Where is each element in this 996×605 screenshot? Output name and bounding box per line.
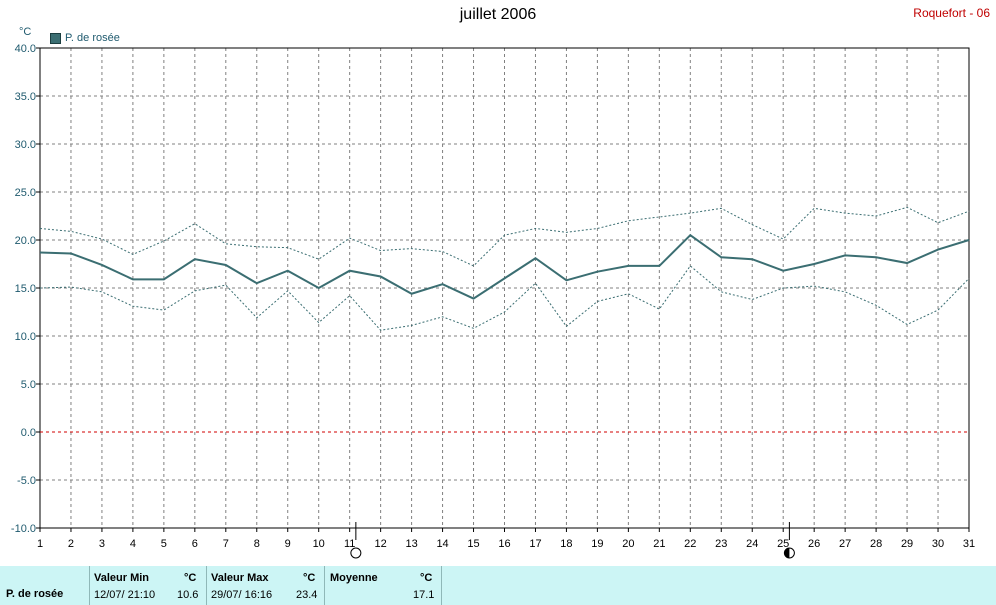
x-tick-label: 17	[529, 538, 541, 550]
stats-panel: P. de rosée Valeur Min °C 12/07/ 21:10 1…	[0, 566, 996, 605]
dewpoint-chart: 1 2 3 4 5 6 7 8 9 10 11 12 13 14 15 16 17 18 19 20 21 22 23 24 2…	[11, 43, 975, 559]
x-tick-label: 30	[932, 538, 944, 550]
x-tick-label: 29	[901, 538, 913, 550]
chart-title: juillet 2006	[459, 6, 537, 23]
min-value: 10.6	[177, 589, 199, 601]
x-tick-label: 13	[405, 538, 417, 550]
x-tick-label: 10	[313, 538, 325, 550]
y-tick-label: 40.0	[15, 43, 36, 55]
stats-mean-cell: Moyenne °C 17.1	[325, 566, 442, 605]
moon-phase-markers	[350, 522, 795, 559]
stats-max-cell: Valeur Max °C 29/07/ 16:16 23.4	[207, 566, 325, 605]
y-tick-label: 15.0	[15, 283, 36, 295]
full-moon-icon	[350, 547, 362, 559]
x-tick-label: 20	[622, 538, 634, 550]
y-tick-label: 20.0	[15, 235, 36, 247]
x-tick-label: 6	[192, 538, 198, 550]
max-unit: °C	[303, 572, 316, 584]
mean-unit: °C	[420, 572, 433, 584]
x-tick-label: 26	[808, 538, 820, 550]
x-tick-label: 23	[715, 538, 727, 550]
max-value: 23.4	[296, 589, 318, 601]
y-tick-label: 35.0	[15, 91, 36, 103]
axes	[36, 47, 970, 532]
y-tick-label: 25.0	[15, 187, 36, 199]
stats-row-label-cell: P. de rosée	[0, 566, 90, 605]
series-line-dewpoint	[39, 233, 970, 300]
min-datetime: 12/07/ 21:10	[94, 589, 156, 601]
stats-min-cell: Valeur Min °C 12/07/ 21:10 10.6	[90, 566, 207, 605]
min-header: Valeur Min	[94, 572, 150, 584]
y-axis-unit: °C	[19, 26, 32, 38]
stats-row-label: P. de rosée	[6, 588, 64, 600]
legend-swatch	[50, 32, 61, 44]
series-lines	[39, 206, 970, 331]
x-tick-label: 15	[467, 538, 479, 550]
y-tick-label: 5.0	[21, 379, 36, 391]
y-tick-labels: 40.0 35.0 30.0 25.0 20.0 15.0 10.0 5.0 0.0 -5.0 -1…	[11, 43, 36, 535]
y-tick-label: -5.0	[17, 475, 36, 487]
x-tick-label: 25	[777, 538, 789, 550]
mean-header: Moyenne	[330, 572, 378, 584]
station-name: Roquefort - 06	[913, 6, 990, 20]
max-datetime: 29/07/ 16:16	[211, 589, 273, 601]
x-tick-label: 18	[560, 538, 572, 550]
x-tick-label: 14	[436, 538, 448, 550]
x-tick-label: 1	[37, 538, 43, 550]
x-tick-label: 4	[130, 538, 136, 550]
y-tick-label: -10.0	[11, 523, 36, 535]
x-tick-label: 24	[746, 538, 758, 550]
legend-label: P. de rosée	[65, 32, 120, 44]
series-line-envelope-1	[39, 206, 970, 267]
x-tick-label: 8	[254, 538, 260, 550]
x-tick-label: 27	[839, 538, 851, 550]
max-header: Valeur Max	[211, 572, 269, 584]
y-tick-label: 30.0	[15, 139, 36, 151]
y-tick-label: 0.0	[21, 427, 36, 439]
moon-shadow	[784, 548, 790, 558]
min-unit: °C	[184, 572, 197, 584]
x-tick-label: 16	[498, 538, 510, 550]
grid-lines	[40, 48, 969, 528]
x-tick-label: 21	[653, 538, 665, 550]
mean-value: 17.1	[413, 589, 435, 601]
x-tick-labels: 1 2 3 4 5 6 7 8 9 10 11 12 13 14 15 16 17 18 19 20 21 22 23 24 2…	[37, 538, 975, 550]
series-line-envelope-2	[39, 265, 970, 331]
x-tick-label: 5	[161, 538, 167, 550]
x-tick-label: 2	[68, 538, 74, 550]
x-tick-label: 7	[223, 538, 229, 550]
x-tick-label: 9	[285, 538, 291, 550]
x-tick-label: 19	[591, 538, 603, 550]
x-tick-label: 28	[870, 538, 882, 550]
x-tick-label: 11	[344, 538, 355, 550]
x-tick-label: 12	[375, 538, 387, 550]
x-tick-label: 31	[963, 538, 975, 550]
legend: P. de rosée	[50, 32, 120, 44]
x-tick-label: 22	[684, 538, 696, 550]
y-tick-label: 10.0	[15, 331, 36, 343]
x-tick-label: 3	[99, 538, 105, 550]
